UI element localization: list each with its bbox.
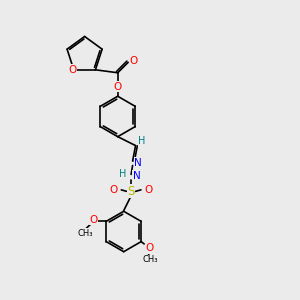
Text: CH₃: CH₃ — [77, 229, 92, 238]
Text: CH₃: CH₃ — [143, 255, 158, 264]
Text: O: O — [145, 243, 153, 254]
Text: O: O — [90, 215, 98, 225]
Text: N: N — [133, 171, 140, 181]
Text: O: O — [109, 185, 117, 195]
Text: O: O — [68, 65, 76, 75]
Text: O: O — [129, 56, 138, 66]
Text: S: S — [128, 185, 135, 198]
Text: H: H — [138, 136, 146, 146]
Text: H: H — [119, 169, 127, 178]
Text: N: N — [134, 158, 142, 167]
Text: O: O — [114, 82, 122, 92]
Text: O: O — [145, 185, 153, 195]
